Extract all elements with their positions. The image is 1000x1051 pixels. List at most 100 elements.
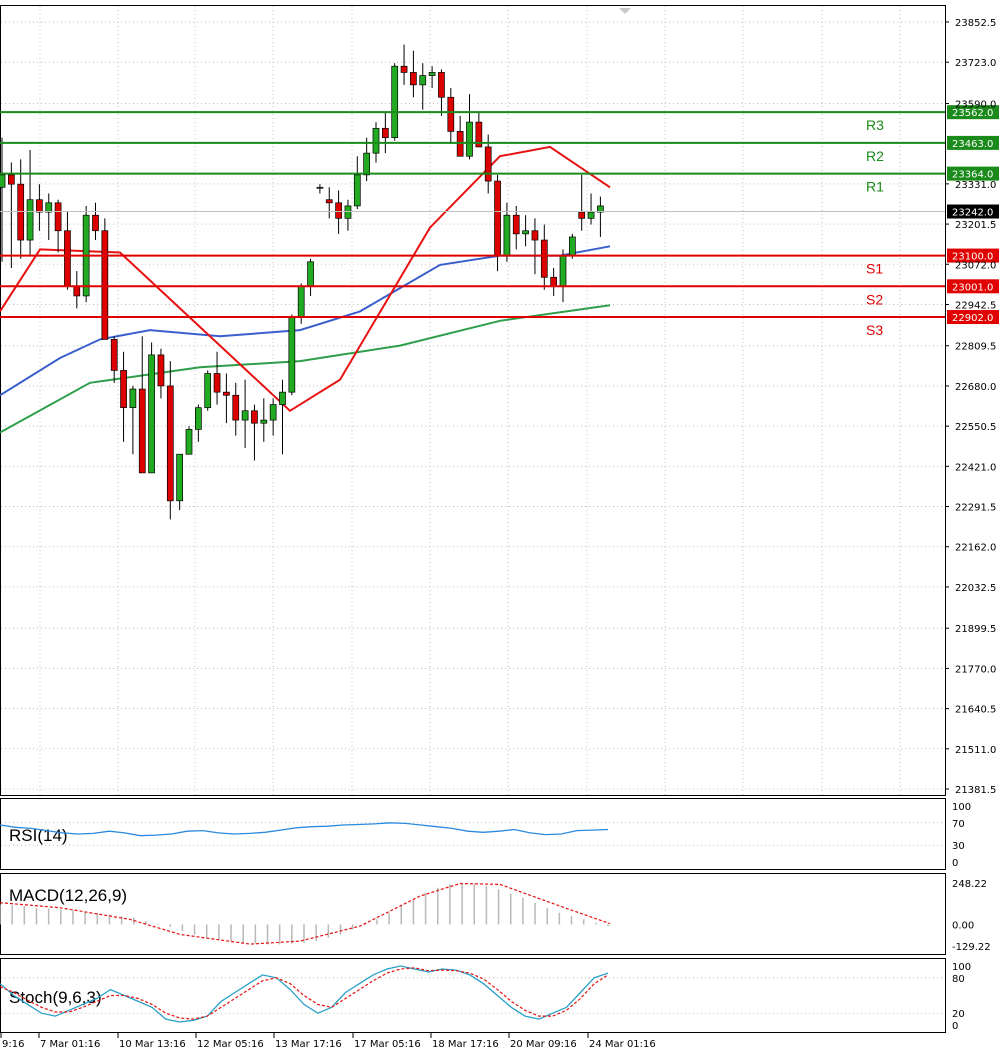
candle-bull bbox=[568, 236, 576, 256]
candle-bull bbox=[176, 453, 183, 502]
time-tick-label: 12 Mar 05:16 bbox=[197, 1039, 264, 1050]
candle-bull bbox=[204, 373, 212, 409]
price-tick-label: 21640.5 bbox=[955, 705, 996, 716]
candle-bull bbox=[279, 391, 286, 405]
candle-bear bbox=[213, 373, 221, 393]
price-tick-label: 23072.0 bbox=[955, 260, 996, 271]
candle-bear bbox=[120, 370, 127, 409]
price-tick-label: 22942.5 bbox=[955, 300, 996, 311]
time-tick-label: 18 Mar 17:16 bbox=[432, 1039, 499, 1050]
ma-red-line bbox=[0, 145, 611, 413]
candle-bear bbox=[223, 391, 230, 396]
candle-bear bbox=[475, 121, 483, 148]
candle-bear bbox=[8, 174, 15, 185]
level-tag-s3 bbox=[947, 310, 999, 325]
stoch-tick-label: 0 bbox=[952, 1021, 958, 1032]
candle-bear bbox=[92, 214, 99, 232]
level-tag-r3 bbox=[947, 105, 999, 120]
candle-bull bbox=[297, 286, 305, 319]
stoch-tick-label: 100 bbox=[952, 962, 971, 973]
candle-bull bbox=[288, 317, 296, 393]
price-tick-label: 23331.0 bbox=[955, 180, 996, 191]
stoch-panel-frame bbox=[0, 958, 946, 1033]
candle-bull bbox=[26, 199, 34, 241]
candle-bear bbox=[157, 354, 165, 387]
rsi-panel: RSI(14) 100 70 30 0 bbox=[0, 802, 971, 869]
time-tick-label: 13 Mar 17:16 bbox=[275, 1039, 342, 1050]
candle-bear bbox=[447, 96, 455, 132]
stoch-tick-label: 80 bbox=[952, 974, 965, 985]
price-tick-label: 22809.5 bbox=[955, 342, 996, 353]
candle-bear bbox=[382, 127, 389, 138]
rsi-label: RSI(14) bbox=[9, 826, 68, 845]
level-label-s2: S2 bbox=[866, 291, 883, 307]
rsi-tick-label: 100 bbox=[952, 802, 971, 813]
candle-bull bbox=[466, 121, 473, 157]
rsi-tick-label: 70 bbox=[952, 819, 965, 830]
ma-green-line bbox=[0, 304, 611, 434]
macd-tick-label: 0.00 bbox=[952, 920, 974, 931]
price-tick-label: 23852.5 bbox=[955, 18, 996, 29]
candle-bear bbox=[101, 230, 109, 340]
macd-tick-label: 248.22 bbox=[952, 879, 987, 890]
candle-bear bbox=[166, 385, 174, 502]
candle-bear bbox=[335, 202, 342, 219]
candle-bull bbox=[45, 202, 53, 213]
price-tick-label: 21381.5 bbox=[955, 785, 996, 796]
macd-signal-line bbox=[0, 882, 611, 945]
time-tick-label: 24 Mar 01:16 bbox=[589, 1039, 656, 1050]
candle-bull bbox=[185, 429, 193, 455]
time-tick-label: 9:16 bbox=[2, 1039, 24, 1050]
price-axis: 23852.5 23723.0 23590.0 23331.0 23201.5 23072… bbox=[945, 18, 996, 796]
level-tag-r1 bbox=[947, 166, 999, 181]
candle-bear bbox=[251, 410, 258, 424]
level-label-s1: S1 bbox=[866, 261, 883, 277]
candle-bear bbox=[138, 388, 146, 474]
candle-bear bbox=[438, 72, 445, 98]
price-tick-label: 22550.5 bbox=[955, 422, 996, 433]
level-label-s3: S3 bbox=[866, 322, 883, 338]
candle-bear bbox=[400, 65, 408, 73]
candle-bull bbox=[129, 388, 137, 409]
candle-bull bbox=[0, 174, 6, 188]
candle-bear bbox=[36, 199, 43, 213]
candle-bull bbox=[372, 127, 380, 154]
price-tick-label: 23201.5 bbox=[955, 220, 996, 231]
candle-bull bbox=[344, 205, 352, 219]
candle-bear bbox=[54, 202, 62, 232]
candle-bull bbox=[269, 404, 277, 421]
candle-bear bbox=[410, 72, 417, 86]
price-tick-label: 22291.5 bbox=[955, 503, 996, 514]
level-tag-s1 bbox=[947, 248, 999, 263]
candle-bear bbox=[73, 286, 81, 297]
time-tick-label: 7 Mar 01:16 bbox=[40, 1039, 100, 1050]
candle-bear bbox=[578, 211, 586, 219]
stoch-k-line bbox=[0, 965, 609, 1023]
rsi-panel-frame bbox=[0, 798, 946, 870]
price-tick-label: 21899.5 bbox=[955, 624, 996, 635]
candle-bull bbox=[260, 419, 268, 424]
scroll-marker-icon[interactable] bbox=[619, 8, 631, 14]
candle-bear bbox=[232, 394, 240, 421]
candle-bear bbox=[550, 276, 558, 287]
candle-bear bbox=[110, 339, 118, 371]
support-resistance-levels: 23562.0 R3 23463.0 R2 23364.0 R1 23100.0 S1 2300… bbox=[0, 105, 999, 338]
level-tag-text-r1: 23364.0 bbox=[952, 170, 993, 181]
candle-bull bbox=[597, 205, 604, 213]
price-tick-label: 22421.0 bbox=[955, 462, 996, 473]
price-tick-label: 22680.0 bbox=[955, 382, 996, 393]
candle-bull bbox=[363, 152, 370, 176]
candle-bear bbox=[17, 183, 25, 241]
candle-bull bbox=[241, 410, 249, 421]
candle-bear bbox=[494, 180, 501, 256]
macd-panel-frame bbox=[0, 873, 946, 955]
level-label-r2: R2 bbox=[866, 148, 884, 164]
current-price-text: 23242.0 bbox=[952, 207, 993, 218]
rsi-line bbox=[0, 822, 609, 837]
candle-bear bbox=[64, 230, 71, 287]
level-tag-text-r3: 23562.0 bbox=[952, 108, 993, 119]
rsi-tick-label: 0 bbox=[952, 858, 958, 869]
candle-bear bbox=[325, 199, 333, 204]
